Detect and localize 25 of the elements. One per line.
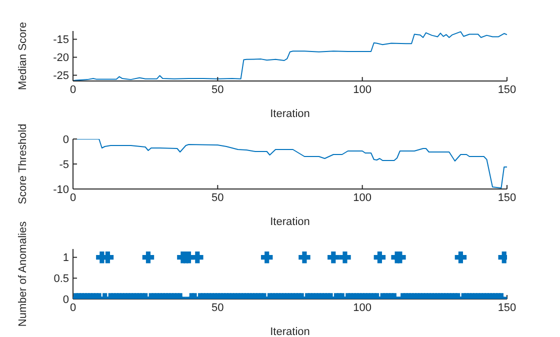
x-tick-label: 50 — [212, 192, 224, 204]
x-axis-title: Iteration — [270, 216, 310, 228]
y-tick-label: 0 — [62, 294, 69, 306]
y-axis-title: Median Score — [16, 22, 29, 90]
y-tick-label: -25 — [53, 70, 69, 82]
y-tick-label: 0 — [62, 134, 69, 146]
x-axis-title: Iteration — [270, 326, 310, 337]
y-axis-title: Score Threshold — [16, 124, 29, 204]
y-tick-label: 1 — [62, 252, 69, 264]
x-tick-label: 100 — [353, 302, 372, 314]
y-tick-label: 0.5 — [54, 273, 69, 286]
line-series — [73, 31, 507, 81]
x-axis-title: Iteration — [270, 108, 310, 120]
x-tick-label: 100 — [353, 84, 372, 96]
x-tick-label: 100 — [353, 192, 372, 204]
y-tick-label: -20 — [53, 52, 69, 64]
x-tick-label: 150 — [498, 192, 516, 204]
y-tick-label: -5 — [59, 158, 69, 171]
x-tick-label: 150 — [498, 84, 516, 96]
y-tick-label: -10 — [53, 184, 69, 196]
x-tick-label: 50 — [212, 84, 224, 96]
x-tick-label: 150 — [498, 302, 516, 314]
x-tick-label: 50 — [212, 302, 224, 314]
y-tick-label: -15 — [53, 34, 69, 46]
y-axis-title: Number of Anomalies — [16, 220, 29, 327]
